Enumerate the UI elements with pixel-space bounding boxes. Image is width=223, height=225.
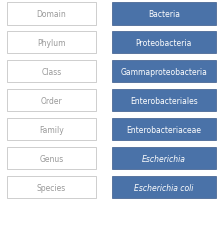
Text: Enterobacteriaceae: Enterobacteriaceae xyxy=(126,125,201,134)
FancyBboxPatch shape xyxy=(112,61,216,83)
FancyBboxPatch shape xyxy=(7,147,96,169)
Text: Order: Order xyxy=(40,96,62,105)
Text: Family: Family xyxy=(39,125,64,134)
FancyBboxPatch shape xyxy=(112,147,216,169)
Text: Bacteria: Bacteria xyxy=(148,10,180,19)
FancyBboxPatch shape xyxy=(112,32,216,54)
Text: Proteobacteria: Proteobacteria xyxy=(136,39,192,48)
FancyBboxPatch shape xyxy=(112,3,216,25)
FancyBboxPatch shape xyxy=(112,90,216,112)
Text: Escherichia: Escherichia xyxy=(142,154,186,163)
FancyBboxPatch shape xyxy=(7,90,96,112)
Text: Escherichia coli: Escherichia coli xyxy=(134,183,194,192)
Text: Genus: Genus xyxy=(39,154,63,163)
FancyBboxPatch shape xyxy=(112,176,216,198)
FancyBboxPatch shape xyxy=(112,119,216,141)
Text: Domain: Domain xyxy=(36,10,66,19)
Text: Enterobacteriales: Enterobacteriales xyxy=(130,96,198,105)
Text: Phylum: Phylum xyxy=(37,39,66,48)
Text: Class: Class xyxy=(41,68,61,76)
Text: Species: Species xyxy=(37,183,66,192)
FancyBboxPatch shape xyxy=(7,32,96,54)
Text: Gammaproteobacteria: Gammaproteobacteria xyxy=(120,68,207,76)
FancyBboxPatch shape xyxy=(7,3,96,25)
FancyBboxPatch shape xyxy=(7,61,96,83)
FancyBboxPatch shape xyxy=(7,119,96,141)
FancyBboxPatch shape xyxy=(7,176,96,198)
